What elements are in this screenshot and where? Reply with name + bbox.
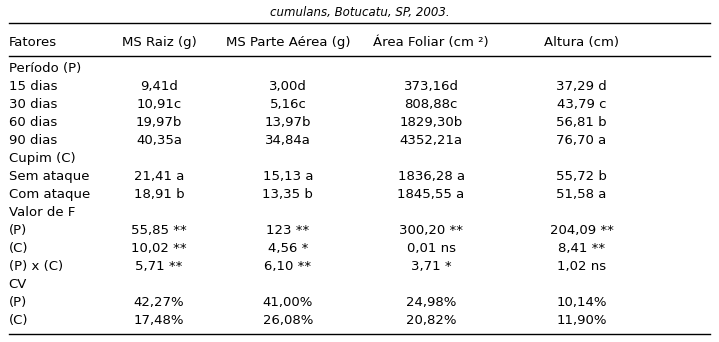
Text: 6,10 **: 6,10 ** [265, 260, 311, 273]
Text: 76,70 a: 76,70 a [557, 134, 607, 147]
Text: 55,72 b: 55,72 b [556, 170, 607, 183]
Text: 4352,21a: 4352,21a [400, 134, 463, 147]
Text: 10,14%: 10,14% [557, 296, 607, 309]
Text: 4,56 *: 4,56 * [267, 242, 308, 255]
Text: 1845,55 a: 1845,55 a [398, 188, 464, 201]
Text: 1,02 ns: 1,02 ns [557, 260, 606, 273]
Text: 90 dias: 90 dias [9, 134, 57, 147]
Text: 40,35a: 40,35a [136, 134, 182, 147]
Text: CV: CV [9, 278, 27, 291]
Text: Valor de F: Valor de F [9, 206, 75, 219]
Text: 30 dias: 30 dias [9, 98, 57, 111]
Text: (P): (P) [9, 224, 27, 237]
Text: 37,29 d: 37,29 d [557, 80, 607, 93]
Text: 8,41 **: 8,41 ** [558, 242, 605, 255]
Text: (C): (C) [9, 242, 28, 255]
Text: 56,81 b: 56,81 b [557, 116, 607, 129]
Text: 42,27%: 42,27% [134, 296, 184, 309]
Text: MS Parte Aérea (g): MS Parte Aérea (g) [226, 36, 350, 49]
Text: 5,16c: 5,16c [270, 98, 306, 111]
Text: 123 **: 123 ** [266, 224, 309, 237]
Text: 11,90%: 11,90% [557, 314, 607, 327]
Text: 5,71 **: 5,71 ** [135, 260, 183, 273]
Text: 21,41 a: 21,41 a [134, 170, 184, 183]
Text: 41,00%: 41,00% [262, 296, 313, 309]
Text: 373,16d: 373,16d [403, 80, 459, 93]
Text: 3,71 *: 3,71 * [411, 260, 452, 273]
Text: 9,41d: 9,41d [140, 80, 178, 93]
Text: 19,97b: 19,97b [136, 116, 182, 129]
Text: Altura (cm): Altura (cm) [544, 36, 619, 49]
Text: cumulans, Botucatu, SP, 2003.: cumulans, Botucatu, SP, 2003. [270, 6, 449, 19]
Text: 10,02 **: 10,02 ** [131, 242, 187, 255]
Text: 60 dias: 60 dias [9, 116, 57, 129]
Text: 1829,30b: 1829,30b [400, 116, 463, 129]
Text: 55,85 **: 55,85 ** [131, 224, 187, 237]
Text: 18,91 b: 18,91 b [134, 188, 184, 201]
Text: 13,35 b: 13,35 b [262, 188, 313, 201]
Text: (C): (C) [9, 314, 28, 327]
Text: 15 dias: 15 dias [9, 80, 57, 93]
Text: (P): (P) [9, 296, 27, 309]
Text: 20,82%: 20,82% [406, 314, 457, 327]
Text: 26,08%: 26,08% [262, 314, 313, 327]
Text: 34,84a: 34,84a [265, 134, 311, 147]
Text: 17,48%: 17,48% [134, 314, 184, 327]
Text: 300,20 **: 300,20 ** [399, 224, 463, 237]
Text: Sem ataque: Sem ataque [9, 170, 89, 183]
Text: 204,09 **: 204,09 ** [549, 224, 613, 237]
Text: Cupim (C): Cupim (C) [9, 152, 75, 165]
Text: 10,91c: 10,91c [137, 98, 182, 111]
Text: 24,98%: 24,98% [406, 296, 457, 309]
Text: (P) x (C): (P) x (C) [9, 260, 63, 273]
Text: 43,79 c: 43,79 c [557, 98, 606, 111]
Text: 3,00d: 3,00d [269, 80, 307, 93]
Text: 51,58 a: 51,58 a [557, 188, 607, 201]
Text: 0,01 ns: 0,01 ns [407, 242, 456, 255]
Text: Período (P): Período (P) [9, 62, 81, 75]
Text: 13,97b: 13,97b [265, 116, 311, 129]
Text: Com ataque: Com ataque [9, 188, 90, 201]
Text: 808,88c: 808,88c [404, 98, 458, 111]
Text: 15,13 a: 15,13 a [262, 170, 313, 183]
Text: MS Raiz (g): MS Raiz (g) [122, 36, 196, 49]
Text: Área Foliar (cm ²): Área Foliar (cm ²) [373, 36, 489, 49]
Text: 1836,28 a: 1836,28 a [398, 170, 464, 183]
Text: Fatores: Fatores [9, 36, 57, 49]
